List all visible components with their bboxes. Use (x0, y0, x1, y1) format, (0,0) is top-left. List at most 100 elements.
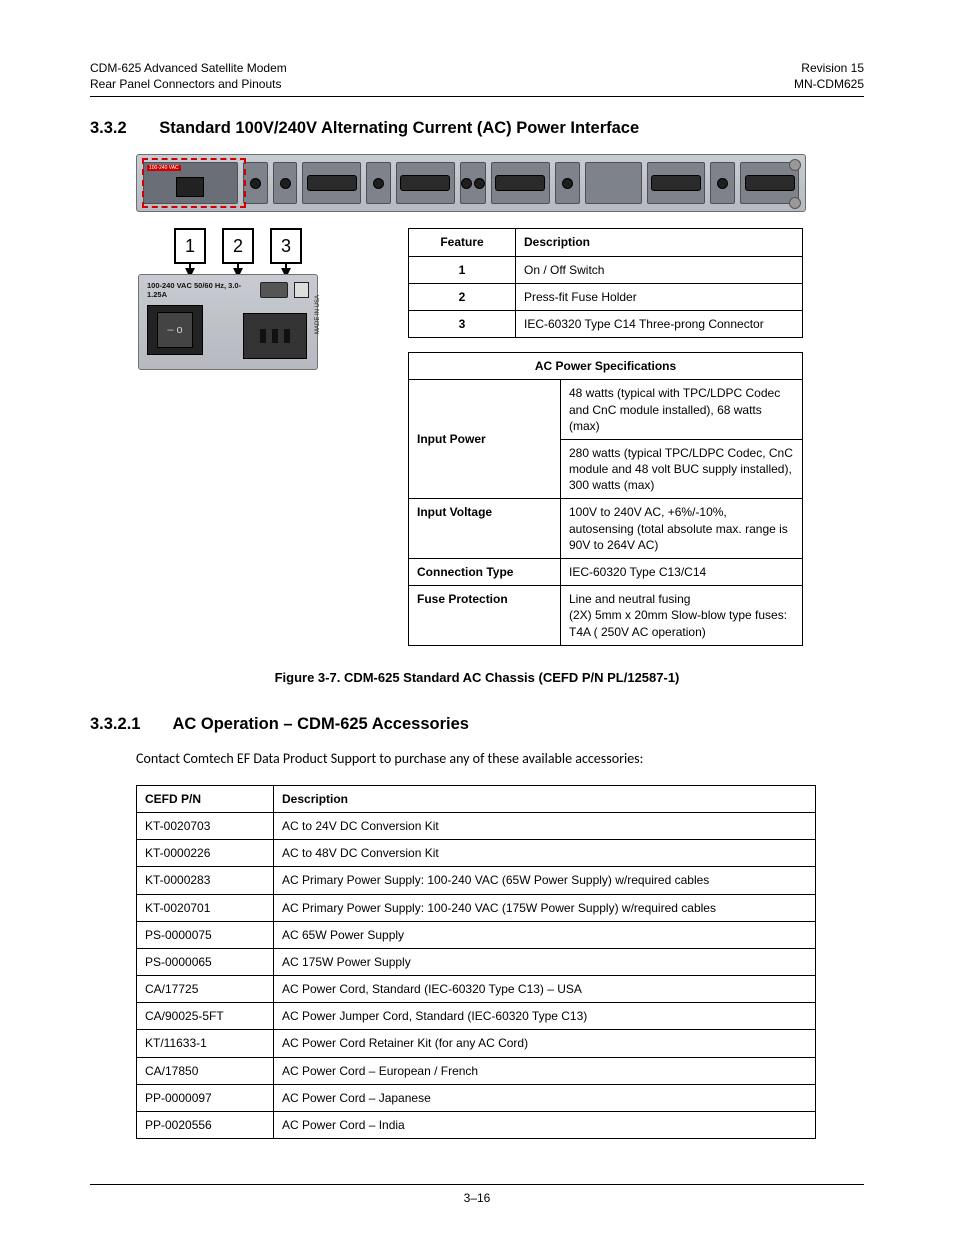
tables-column: Feature Description 1 On / Off Switch 2 … (408, 228, 803, 645)
spec-title: AC Power Specifications (409, 353, 803, 380)
iec-connector-icon (243, 313, 307, 359)
made-in-label: MADE IN USA (315, 295, 321, 334)
body-paragraph: Contact Comtech EF Data Product Support … (136, 750, 864, 767)
feature-head-1: Feature (409, 229, 516, 256)
table-row: KT-0000226AC to 48V DC Conversion Kit (137, 840, 816, 867)
panel-screws (789, 159, 801, 209)
acc-desc: AC Power Cord Retainer Kit (for any AC C… (274, 1030, 816, 1057)
table-row: 1 On / Off Switch (409, 256, 803, 283)
callout-2: 2 (222, 228, 254, 264)
power-module-zoom: 100-240 VAC 50/60 Hz, 3.0-1.25A – o MADE… (138, 274, 318, 370)
panel-connector (273, 162, 298, 204)
callout-figure: 1 2 3 100-240 VAC 50/60 Hz, 3.0-1.25A – … (138, 228, 338, 370)
table-row: CA/90025-5FTAC Power Jumper Cord, Standa… (137, 1003, 816, 1030)
warning-icon (294, 282, 309, 298)
acc-pn: KT-0020701 (137, 894, 274, 921)
feature-desc: IEC-60320 Type C14 Three-prong Connector (516, 310, 803, 337)
acc-pn: CA/17850 (137, 1057, 274, 1084)
feature-head-2: Description (516, 229, 803, 256)
power-zoom-label: 100-240 VAC 50/60 Hz, 3.0-1.25A (147, 281, 254, 299)
table-row: PS-0000075AC 65W Power Supply (137, 921, 816, 948)
feature-desc: On / Off Switch (516, 256, 803, 283)
spec-table: AC Power Specifications Input Power 48 w… (408, 352, 803, 646)
table-row: Input Power 48 watts (typical with TPC/L… (409, 380, 803, 440)
table-row: CA/17725AC Power Cord, Standard (IEC-603… (137, 976, 816, 1003)
figure-caption: Figure 3-7. CDM-625 Standard AC Chassis … (90, 670, 864, 685)
acc-desc: AC to 48V DC Conversion Kit (274, 840, 816, 867)
section-num: 3.3.2 (90, 119, 127, 138)
table-row: PP-0000097AC Power Cord – Japanese (137, 1084, 816, 1111)
panel-connector (710, 162, 735, 204)
table-row: KT-0000283AC Primary Power Supply: 100-2… (137, 867, 816, 894)
table-row: Connection Type IEC-60320 Type C13/C14 (409, 559, 803, 586)
table-row: 2 Press-fit Fuse Holder (409, 283, 803, 310)
acc-desc: AC Power Jumper Cord, Standard (IEC-6032… (274, 1003, 816, 1030)
table-row: 3 IEC-60320 Type C14 Three-prong Connect… (409, 310, 803, 337)
page-header: CDM-625 Advanced Satellite Modem Rear Pa… (90, 60, 864, 92)
table-row: PS-0000065AC 175W Power Supply (137, 948, 816, 975)
acc-pn: PS-0000075 (137, 921, 274, 948)
panel-connector (243, 162, 268, 204)
spec-key: Connection Type (409, 559, 561, 586)
section-heading-3321: 3.3.2.1 AC Operation – CDM-625 Accessori… (90, 715, 864, 734)
page-footer: 3–16 (90, 1184, 864, 1205)
acc-pn: KT-0020703 (137, 812, 274, 839)
rear-panel-illustration: 100-240 VAC (136, 154, 806, 212)
feature-desc: Press-fit Fuse Holder (516, 283, 803, 310)
spec-key: Input Power (409, 380, 561, 499)
onoff-switch-icon: – o (147, 305, 203, 355)
header-right-2: MN-CDM625 (794, 76, 864, 92)
header-left-2: Rear Panel Connectors and Pinouts (90, 76, 287, 92)
acc-pn: CA/17725 (137, 976, 274, 1003)
feature-num: 1 (409, 256, 516, 283)
callout-1: 1 (174, 228, 206, 264)
acc-head-1: CEFD P/N (137, 785, 274, 812)
acc-desc: AC Primary Power Supply: 100-240 VAC (65… (274, 867, 816, 894)
acc-desc: AC Power Cord, Standard (IEC-60320 Type … (274, 976, 816, 1003)
page-number: 3–16 (464, 1191, 491, 1205)
callout-3: 3 (270, 228, 302, 264)
header-rule (90, 96, 864, 97)
accessories-table: CEFD P/N Description KT-0020703AC to 24V… (136, 785, 816, 1139)
feature-num: 2 (409, 283, 516, 310)
panel-db-connector (491, 162, 550, 204)
acc-desc: AC to 24V DC Conversion Kit (274, 812, 816, 839)
acc-head-2: Description (274, 785, 816, 812)
panel-db-connector (302, 162, 361, 204)
panel-db-connector (396, 162, 455, 204)
acc-desc: AC Power Cord – European / French (274, 1057, 816, 1084)
spec-key: Input Voltage (409, 499, 561, 559)
acc-pn: KT/11633-1 (137, 1030, 274, 1057)
spec-val: 48 watts (typical with TPC/LDPC Codec an… (561, 380, 803, 440)
panel-ethernet (585, 162, 642, 204)
spec-val: 280 watts (typical TPC/LDPC Codec, CnC m… (561, 439, 803, 499)
table-row: Fuse Protection Line and neutral fusing … (409, 586, 803, 646)
acc-desc: AC 65W Power Supply (274, 921, 816, 948)
fuse-holder-icon (260, 282, 288, 298)
table-row: CA/17850AC Power Cord – European / Frenc… (137, 1057, 816, 1084)
acc-desc: AC Power Cord – Japanese (274, 1084, 816, 1111)
acc-pn: PP-0000097 (137, 1084, 274, 1111)
spec-val: IEC-60320 Type C13/C14 (561, 559, 803, 586)
section-heading-332: 3.3.2 Standard 100V/240V Alternating Cur… (90, 119, 864, 138)
panel-connector (555, 162, 580, 204)
panel-db-connector (647, 162, 706, 204)
section-title: Standard 100V/240V Alternating Current (… (159, 119, 639, 137)
panel-connector (460, 162, 486, 204)
table-row: Input Voltage 100V to 240V AC, +6%/-10%,… (409, 499, 803, 559)
acc-pn: PP-0020556 (137, 1112, 274, 1139)
acc-pn: KT-0000283 (137, 867, 274, 894)
header-left-1: CDM-625 Advanced Satellite Modem (90, 60, 287, 76)
spec-key: Fuse Protection (409, 586, 561, 646)
table-row: PP-0020556AC Power Cord – India (137, 1112, 816, 1139)
acc-pn: PS-0000065 (137, 948, 274, 975)
acc-desc: AC Power Cord – India (274, 1112, 816, 1139)
section-num: 3.3.2.1 (90, 715, 140, 734)
feature-table: Feature Description 1 On / Off Switch 2 … (408, 228, 803, 338)
table-row: KT-0020701AC Primary Power Supply: 100-2… (137, 894, 816, 921)
acc-pn: CA/90025-5FT (137, 1003, 274, 1030)
highlight-box (142, 158, 246, 208)
spec-val: Line and neutral fusing (2X) 5mm x 20mm … (561, 586, 803, 646)
acc-pn: KT-0000226 (137, 840, 274, 867)
panel-connector (366, 162, 391, 204)
